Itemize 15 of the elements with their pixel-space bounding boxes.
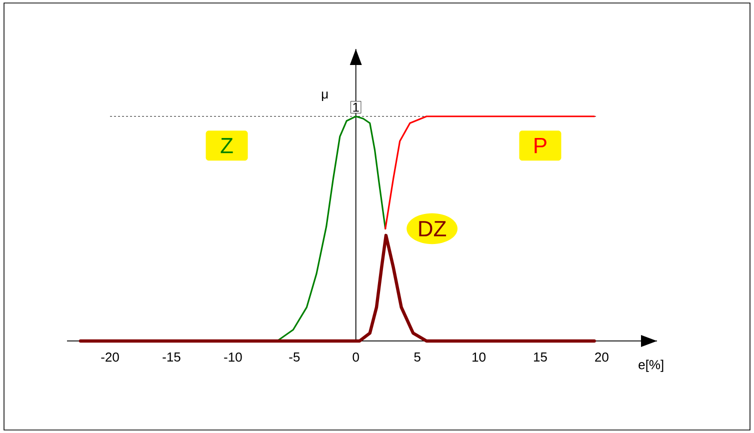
- x-tick-label: 5: [414, 352, 420, 362]
- x-tick-label: 15: [534, 352, 547, 362]
- ref-line-label: 1: [353, 102, 359, 112]
- x-tick-label: 0: [352, 352, 359, 362]
- series-label: P: [534, 138, 546, 154]
- x-tick-label: -5: [289, 352, 300, 362]
- text: Z: [220, 138, 233, 154]
- x-tick-label: -10: [224, 352, 242, 362]
- x-tick-label: -20: [101, 352, 119, 362]
- y-axis-title: μ: [322, 92, 328, 101]
- x-axis-title: e[%]: [638, 360, 664, 372]
- x-tick-label: -15: [162, 352, 180, 362]
- series-label: DZ: [419, 221, 446, 236]
- x-tick-label: 20: [595, 352, 608, 362]
- x-tick-label: 10: [472, 352, 486, 362]
